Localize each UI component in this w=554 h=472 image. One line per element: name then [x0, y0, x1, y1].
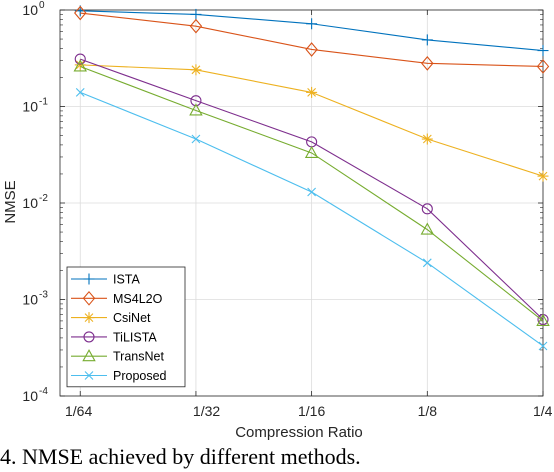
figure-caption: 4. NMSE achieved by different methods. — [0, 444, 361, 469]
series-transnet — [73, 59, 550, 326]
y-tick-exponent: -4 — [39, 386, 48, 397]
x-tick-label: 1/16 — [298, 403, 325, 419]
legend-marker-ista — [83, 273, 95, 285]
x-tick-label: 1/4 — [533, 403, 553, 419]
legend-box — [66, 266, 186, 388]
series-ms4l2o — [74, 5, 550, 74]
legend-entry-transnet: TransNet — [71, 349, 164, 364]
data-point-ms4l2o — [305, 42, 318, 57]
legend-marker-tilista — [83, 331, 95, 343]
data-point-proposed — [422, 258, 432, 268]
data-point-ms4l2o — [189, 18, 203, 34]
series-line-transnet — [80, 65, 544, 322]
legend-entry-ms4l2o: MS4L2O — [71, 290, 163, 306]
data-point-csinet — [190, 64, 202, 76]
data-point-tilista — [74, 53, 86, 65]
legend-marker-ms4l2o — [82, 290, 96, 306]
series-csinet — [74, 59, 549, 182]
y-tick-label: 10 — [22, 388, 38, 404]
legend-entry-ista: ISTA — [71, 273, 141, 287]
data-point-ista — [537, 45, 549, 57]
data-point-proposed — [538, 341, 548, 351]
x-axis-label: Compression Ratio — [235, 424, 363, 441]
series-line-ms4l2o — [80, 12, 544, 68]
data-point-ista — [421, 34, 433, 46]
legend-marker-csinet — [83, 312, 95, 324]
x-tick-label: 1/32 — [193, 403, 220, 419]
legend-label-ista: ISTA — [113, 273, 141, 287]
data-point-ista — [306, 18, 318, 30]
data-point-csinet — [537, 170, 549, 182]
data-point-proposed — [191, 134, 201, 144]
y-tick-exponent: 0 — [39, 0, 45, 11]
y-tick-exponent: -1 — [39, 97, 48, 108]
data-point-ms4l2o — [536, 59, 550, 74]
y-tick-label: 10 — [22, 2, 38, 18]
legend-label-csinet: CsiNet — [113, 311, 151, 325]
legend-entry-proposed: Proposed — [71, 369, 167, 383]
series-line-tilista — [80, 58, 544, 320]
y-tick-label: 10 — [22, 195, 38, 211]
data-point-tilista — [190, 95, 202, 107]
y-axis-label: NMSE — [2, 180, 19, 223]
data-point-ista — [190, 8, 202, 20]
legend-marker-proposed — [84, 371, 94, 380]
data-point-csinet — [306, 86, 318, 98]
data-point-transnet — [73, 59, 87, 72]
legend-marker-transnet — [82, 349, 96, 362]
series-tilista — [74, 53, 549, 326]
series-proposed — [75, 88, 548, 351]
legend-label-tilista: TiLISTA — [113, 330, 157, 344]
data-point-transnet — [536, 313, 550, 326]
data-point-proposed — [307, 187, 317, 197]
y-tick-exponent: -3 — [39, 290, 48, 301]
data-point-tilista — [421, 203, 433, 215]
series-ista — [74, 5, 549, 57]
legend-entry-csinet: CsiNet — [71, 311, 151, 325]
y-tick-label: 10 — [22, 292, 38, 308]
data-point-ms4l2o — [421, 55, 434, 71]
series-layer — [73, 5, 550, 351]
legend-entry-tilista: TiLISTA — [71, 330, 157, 344]
data-point-ms4l2o — [74, 5, 87, 21]
legend-label-proposed: Proposed — [113, 369, 167, 383]
legend-label-transnet: TransNet — [113, 350, 164, 364]
data-point-transnet — [189, 103, 203, 116]
y-tick-exponent: -2 — [39, 193, 48, 204]
y-tick-label: 10 — [22, 99, 38, 115]
data-point-proposed — [75, 88, 85, 97]
x-tick-label: 1/64 — [65, 403, 92, 419]
legend: ISTA MS4L2O CsiNet TiLISTA TransNet Proposed — [66, 266, 186, 388]
legend-label-ms4l2o: MS4L2O — [113, 292, 163, 306]
data-point-csinet — [421, 133, 433, 145]
data-point-transnet — [420, 222, 435, 235]
data-point-transnet — [304, 145, 319, 159]
x-tick-label: 1/8 — [418, 403, 438, 419]
